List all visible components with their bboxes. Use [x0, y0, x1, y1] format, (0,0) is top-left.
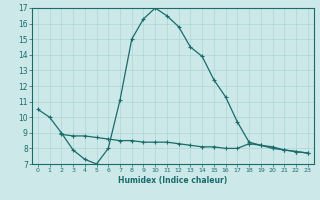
- X-axis label: Humidex (Indice chaleur): Humidex (Indice chaleur): [118, 176, 228, 185]
